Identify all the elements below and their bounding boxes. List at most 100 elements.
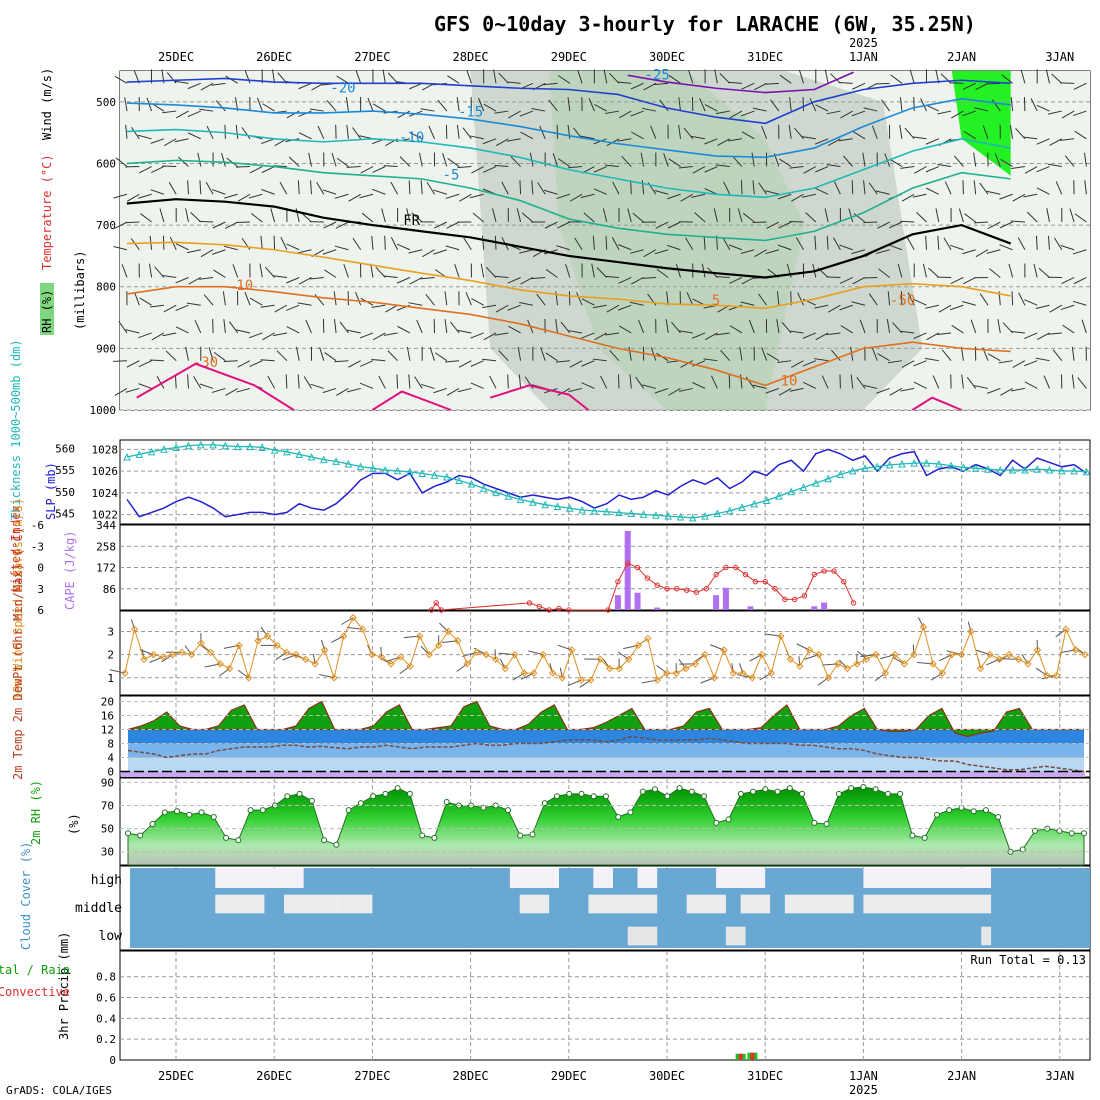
wind-barb	[650, 347, 657, 361]
thickness-marker	[947, 461, 955, 470]
rh2m-marker	[357, 800, 364, 807]
wind-barb	[830, 349, 841, 362]
wind-barb	[715, 164, 730, 168]
wind-barb	[199, 383, 214, 389]
cloud-mid-gap	[784, 894, 854, 914]
cape-tick-label: 86	[103, 583, 116, 596]
thickness-marker	[602, 507, 611, 516]
wind-barb	[729, 277, 743, 284]
wind-barb	[159, 208, 165, 223]
wind-barb	[472, 212, 485, 223]
wind-barb	[973, 221, 989, 224]
wind-barb	[815, 332, 829, 341]
wind-barb	[1046, 208, 1050, 223]
wind10m-marker	[444, 627, 452, 636]
wind-barb	[753, 82, 767, 91]
wind-barb	[1020, 69, 1026, 84]
wind-barb	[174, 80, 189, 84]
wind-barb	[732, 155, 743, 167]
wind-barb	[761, 347, 768, 361]
wind10m-marker	[216, 660, 224, 668]
lifted-index-marker	[634, 564, 641, 571]
wind-barb	[754, 249, 767, 258]
wind-barb	[868, 182, 878, 195]
wind-barb	[675, 263, 681, 278]
wind-barb	[907, 292, 915, 306]
rh2m-tick-label: 50	[101, 823, 114, 836]
wind-barb	[225, 387, 238, 396]
wind-barb	[531, 108, 546, 112]
rh2m-marker	[431, 834, 438, 841]
wind-barb	[372, 166, 386, 173]
thickness-marker	[811, 478, 820, 487]
wind-barb	[175, 110, 189, 119]
wind-barb	[686, 292, 694, 306]
wind10m-marker	[824, 674, 833, 682]
thickness-marker	[356, 462, 365, 471]
thickness-marker	[529, 498, 537, 506]
wind-barb	[384, 235, 386, 250]
rh2m-marker	[762, 786, 769, 793]
wind-barb	[962, 301, 976, 306]
wind-barb	[235, 166, 251, 168]
wind10m-marker	[919, 623, 928, 631]
wind-barb	[322, 189, 337, 195]
wind-barb	[506, 81, 521, 84]
wind10m-marker	[501, 664, 509, 673]
thickness-marker	[959, 463, 968, 471]
wind-barb	[1069, 208, 1075, 223]
wind-barb	[994, 153, 1001, 167]
rh2m-marker	[345, 807, 352, 814]
wind-barb	[382, 69, 386, 84]
wind-barb	[877, 353, 890, 362]
wind-barb	[1073, 277, 1087, 285]
cape-tick-label: 344	[96, 519, 116, 532]
thickness-marker	[406, 467, 414, 476]
thickness-marker	[516, 495, 525, 504]
wind-barb	[997, 319, 1001, 334]
rh2m-marker	[296, 790, 303, 797]
wind-barb	[663, 153, 669, 167]
wind-barb	[1084, 180, 1087, 195]
wind-barb	[519, 249, 534, 254]
rh2m-marker	[406, 790, 413, 797]
cloud-high-gap	[593, 868, 613, 888]
wind-barb	[297, 302, 312, 306]
wind10m-marker	[577, 676, 585, 684]
isotherm-line	[126, 77, 1011, 125]
wind-barb	[654, 190, 669, 195]
wind-barb	[900, 291, 903, 306]
wind10m-barb	[798, 656, 801, 667]
wind-barb	[953, 155, 964, 167]
wind-barb	[151, 332, 165, 341]
rh-contour	[911, 396, 962, 411]
wind-barb	[420, 276, 435, 280]
wind-barb	[617, 81, 632, 84]
wind-barb	[125, 124, 128, 139]
wind10m-marker	[244, 674, 253, 682]
cape-bar	[821, 602, 828, 610]
wind-barb	[912, 136, 927, 140]
wind10m-marker	[777, 632, 785, 640]
precip-total-legend: Total / Rain	[0, 963, 70, 977]
wind-barb	[569, 193, 583, 202]
wind-barb	[555, 360, 570, 363]
wind-barb	[766, 352, 780, 362]
wind-barb	[213, 269, 226, 278]
wind-barb	[752, 180, 755, 195]
wind10m-marker	[758, 650, 766, 659]
isotherm-line	[126, 198, 1012, 279]
wind-barb	[1000, 387, 1013, 396]
wind-barb	[701, 263, 706, 278]
wind-barb	[442, 153, 448, 167]
dewpt-line	[127, 735, 1085, 773]
wind-barb	[343, 264, 349, 278]
wind-barb	[335, 221, 349, 229]
wind-barb	[267, 375, 276, 389]
wind-barb	[1047, 163, 1062, 168]
lifted-index-marker	[703, 586, 709, 592]
wind-barb	[641, 180, 645, 195]
thickness-marker	[479, 484, 488, 492]
wind-barb	[627, 208, 632, 223]
